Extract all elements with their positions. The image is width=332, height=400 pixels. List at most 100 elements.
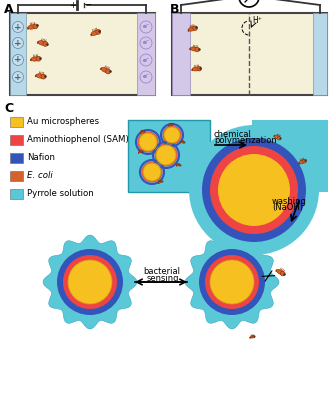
Circle shape (140, 54, 152, 66)
Ellipse shape (101, 67, 109, 73)
Circle shape (164, 127, 180, 143)
Text: e⁻: e⁻ (142, 58, 149, 62)
Ellipse shape (190, 47, 198, 51)
Circle shape (195, 47, 200, 52)
Circle shape (193, 26, 198, 30)
Text: +: + (14, 56, 22, 64)
Ellipse shape (28, 25, 36, 29)
Text: +: + (70, 0, 76, 10)
Ellipse shape (277, 270, 284, 274)
Circle shape (143, 163, 161, 181)
Circle shape (13, 72, 24, 82)
Bar (172, 13, 327, 95)
Ellipse shape (168, 124, 172, 126)
Circle shape (303, 159, 306, 163)
Circle shape (160, 181, 162, 183)
Circle shape (141, 162, 162, 182)
Ellipse shape (188, 27, 196, 31)
Ellipse shape (31, 57, 39, 61)
Circle shape (253, 336, 255, 338)
Circle shape (96, 29, 101, 34)
Circle shape (281, 271, 285, 276)
Ellipse shape (274, 135, 280, 139)
Text: bacterial: bacterial (143, 267, 180, 276)
Text: +: + (14, 38, 22, 48)
Circle shape (140, 21, 152, 33)
Ellipse shape (140, 131, 143, 133)
Circle shape (68, 260, 112, 304)
Text: Au microspheres: Au microspheres (27, 117, 99, 126)
Bar (10, 13, 26, 95)
Circle shape (197, 66, 202, 71)
Text: chemical: chemical (214, 130, 252, 139)
Polygon shape (43, 235, 137, 329)
Text: +: + (14, 22, 22, 32)
Circle shape (13, 22, 24, 32)
Circle shape (137, 132, 158, 152)
Circle shape (36, 56, 41, 61)
Circle shape (140, 151, 142, 153)
Ellipse shape (192, 67, 200, 71)
Text: sensing: sensing (147, 274, 180, 283)
Bar (128, 120, 210, 192)
Text: e⁻: e⁻ (142, 74, 149, 80)
Ellipse shape (138, 151, 142, 153)
Text: A: A (4, 3, 14, 16)
Circle shape (13, 54, 24, 66)
Circle shape (154, 144, 178, 166)
Bar (10, 171, 23, 181)
Bar (10, 117, 23, 127)
Circle shape (140, 37, 152, 49)
Text: +: + (14, 72, 22, 82)
Ellipse shape (91, 30, 99, 36)
Circle shape (278, 136, 281, 140)
Bar (172, 13, 190, 95)
Circle shape (199, 249, 265, 315)
Text: E. coli: E. coli (27, 171, 53, 180)
Bar (252, 120, 328, 192)
Circle shape (205, 255, 259, 309)
Circle shape (156, 145, 176, 165)
Circle shape (57, 249, 123, 315)
Text: B: B (170, 3, 180, 16)
Text: e⁻: e⁻ (142, 24, 149, 30)
Bar (137, 13, 155, 95)
Circle shape (210, 146, 298, 234)
Circle shape (170, 124, 172, 126)
Text: C: C (4, 102, 13, 115)
Circle shape (106, 69, 111, 74)
Text: e⁻: e⁻ (142, 40, 149, 46)
Circle shape (210, 260, 254, 304)
Ellipse shape (176, 164, 180, 166)
Circle shape (178, 164, 180, 166)
Bar (313, 13, 327, 95)
Ellipse shape (250, 336, 254, 338)
Circle shape (139, 133, 157, 151)
Ellipse shape (299, 160, 305, 164)
Text: −: − (84, 0, 92, 10)
Text: Pyrrole solution: Pyrrole solution (27, 189, 94, 198)
Circle shape (43, 42, 48, 46)
Circle shape (202, 138, 306, 242)
Bar (10, 189, 23, 199)
Text: washing: washing (272, 197, 307, 206)
Ellipse shape (38, 41, 46, 45)
Circle shape (162, 126, 182, 144)
Circle shape (63, 255, 117, 309)
Circle shape (140, 71, 152, 83)
Ellipse shape (158, 181, 162, 183)
Bar (10, 153, 23, 163)
Text: Aminothiophenol (SAM): Aminothiophenol (SAM) (27, 135, 129, 144)
Circle shape (41, 74, 46, 79)
Circle shape (13, 38, 24, 48)
Ellipse shape (36, 74, 44, 78)
Bar (10, 13, 155, 95)
Circle shape (189, 125, 319, 255)
Circle shape (239, 0, 259, 7)
Polygon shape (185, 235, 279, 329)
Text: H⁺: H⁺ (252, 16, 262, 25)
Circle shape (218, 154, 290, 226)
Circle shape (33, 24, 38, 29)
Ellipse shape (180, 141, 184, 143)
Circle shape (182, 141, 184, 143)
